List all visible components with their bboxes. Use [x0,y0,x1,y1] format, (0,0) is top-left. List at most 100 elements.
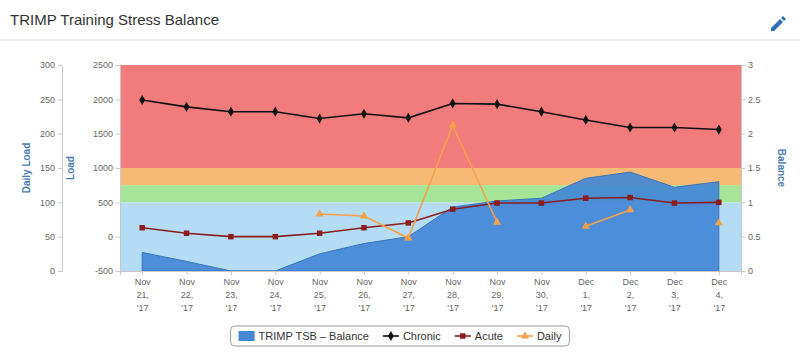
tick-label-line: 30, [536,290,549,300]
series-marker [715,218,723,225]
axis-line [116,66,121,272]
tick-label-line: 21, [136,290,149,300]
legend-item[interactable]: Chronic [383,330,441,342]
tick-mark [741,99,745,100]
series-marker [672,200,677,205]
tick-label: 500 [98,198,113,208]
tick-label-line: 1, [582,290,590,300]
series-marker [582,222,590,229]
tick-label: Nov29,'17 [490,277,507,313]
series-marker [404,233,412,240]
tick-label: 50 [45,232,55,242]
x-axis: Nov21,'17Nov22,'17Nov23,'17Nov24,'17Nov2… [121,271,742,313]
series-marker [716,200,721,205]
edit-icon-shape[interactable] [771,16,786,31]
plot-area [120,65,741,271]
tick-mark [320,271,321,275]
series-marker [361,109,367,119]
tick-label-line: Nov [490,277,507,287]
tick-label-line: 26, [358,290,371,300]
tick-label: Dec1,'17 [578,277,595,313]
tick: Nov29,'17 [490,271,507,313]
chart-svg: TRIMP Training Stress Balance-5000500100… [0,0,800,355]
tick-label: 0 [748,266,753,276]
tick-mark [116,65,120,66]
tick-label-line: 22, [181,290,194,300]
tick-mark [497,271,498,275]
tick-label-line: Nov [179,277,196,287]
edit-icon[interactable] [771,16,786,31]
tick: Nov27,'17 [401,271,418,313]
series-line [142,198,719,237]
tick-mark [741,237,745,238]
series-marker [184,230,189,235]
tick: 0 [108,232,120,242]
tick-label: Nov28,'17 [445,277,462,313]
tick: 0.5 [741,232,761,242]
tick-mark [275,271,276,275]
tick-mark [116,202,120,203]
tick-mark [741,168,745,169]
tick-label: 2 [748,129,753,139]
series-line [142,100,719,130]
tick: 250 [40,95,62,105]
tick-label-line: 24, [269,290,282,300]
series-marker [184,102,190,112]
tick-label-line: '17 [669,303,681,313]
tick-label: 2.5 [748,95,761,105]
tick-label: 250 [40,95,55,105]
tick-label-line: '17 [137,303,149,313]
tick-label: 3 [748,60,753,70]
legend-item[interactable]: TRIMP TSB – Balance [239,330,369,342]
tick-mark [187,271,188,275]
tick-label: 0 [50,266,55,276]
legend: TRIMP TSB – Balance Chronic Acute Daily [231,326,570,346]
legend-item[interactable]: Acute [455,330,503,342]
series-marker [716,124,722,134]
tick-label-line: Dec [667,277,684,287]
tick-label-line: 23, [225,290,238,300]
tick-label: 1.5 [748,163,761,173]
tick: 3 [741,60,753,70]
series-marker [450,98,456,108]
tick: 2000 [93,95,120,105]
series-marker [583,115,589,125]
legend-label: Acute [475,330,503,342]
tick-mark [58,202,62,203]
tick: 50 [45,232,62,242]
tick: -500 [95,266,120,276]
series-marker [139,225,144,230]
balance-area [142,172,719,271]
tick-label-line: 4, [716,290,724,300]
tick-label-line: Dec [578,277,595,287]
tick-label-line: Nov [312,277,329,287]
series-marker [405,113,411,123]
series-marker [538,107,544,117]
tick-label-line: Dec [623,277,640,287]
tick: Nov28,'17 [445,271,462,313]
tick-label-line: 3, [671,290,679,300]
tick: Nov24,'17 [268,271,285,313]
tick-label-line: '17 [314,303,326,313]
tick-label: Nov26,'17 [356,277,373,313]
tick-label-line: Nov [445,277,462,287]
tick: Nov21,'17 [135,271,152,313]
series-marker [228,107,234,117]
tick-label: 150 [40,163,55,173]
tick-mark [453,271,454,275]
tick: 100 [40,198,62,208]
tick-mark [116,134,120,135]
tick-mark [630,271,631,275]
series-marker [493,217,501,224]
tick-label: 300 [40,60,55,70]
tick: 500 [98,198,120,208]
tick-mark [58,99,62,100]
tick-label: 200 [40,129,55,139]
tick: 2.5 [741,95,761,105]
tick-mark [541,271,542,275]
tick-mark [719,271,720,275]
series-marker [406,220,411,225]
tick-mark [58,134,62,135]
legend-item[interactable]: Daily [517,330,562,342]
series-marker [449,121,457,128]
